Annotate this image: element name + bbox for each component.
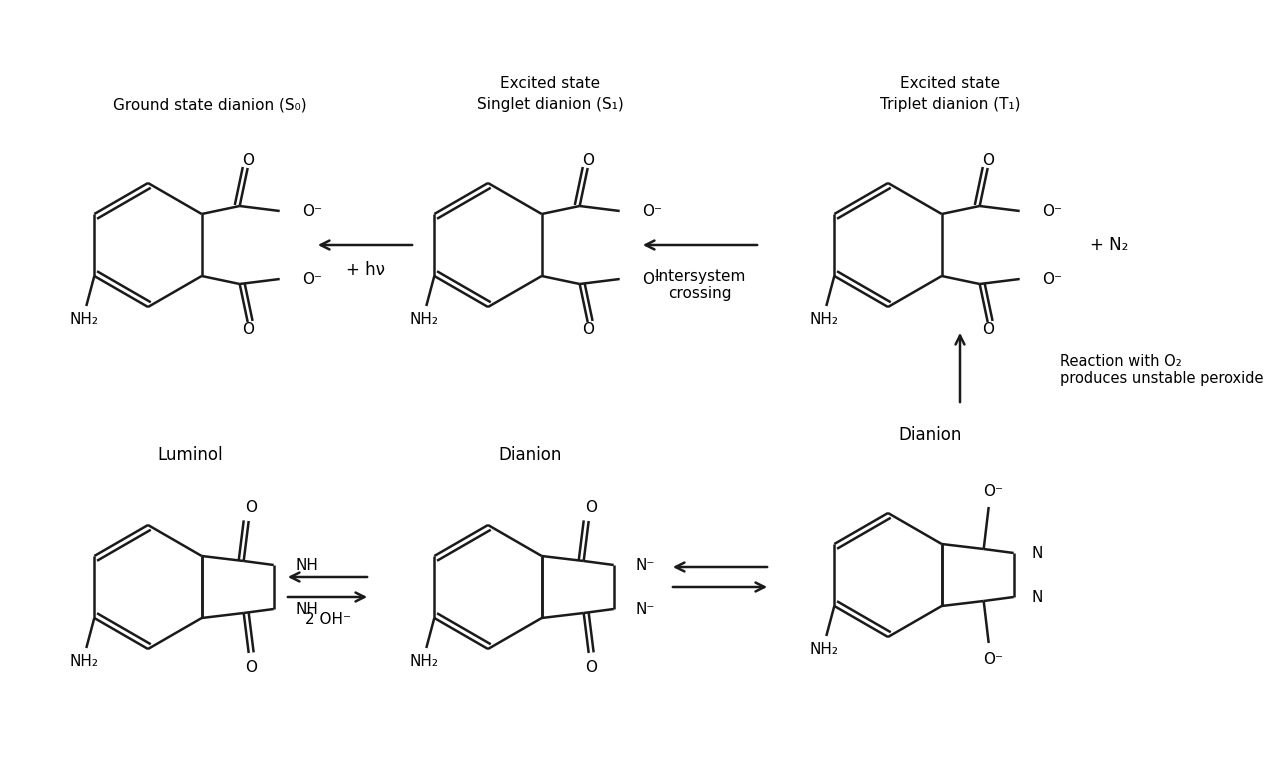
Text: Intersystem
crossing: Intersystem crossing: [654, 269, 746, 301]
Text: O⁻: O⁻: [983, 652, 1002, 666]
Text: NH₂: NH₂: [410, 312, 439, 328]
Text: N⁻: N⁻: [636, 557, 655, 573]
Text: NH: NH: [296, 601, 319, 616]
Text: Singlet dianion (S₁): Singlet dianion (S₁): [476, 98, 623, 112]
Text: + N₂: + N₂: [1091, 236, 1129, 254]
Text: O: O: [585, 660, 596, 674]
Text: O: O: [242, 322, 253, 337]
Text: O: O: [982, 322, 993, 337]
Text: O⁻: O⁻: [1042, 204, 1061, 219]
Text: N: N: [1032, 546, 1043, 560]
Text: NH: NH: [296, 557, 319, 573]
Text: N: N: [1032, 590, 1043, 604]
Text: O⁻: O⁻: [1042, 271, 1061, 287]
Text: O: O: [244, 500, 257, 515]
Text: NH₂: NH₂: [810, 312, 838, 328]
Text: Excited state: Excited state: [900, 75, 1000, 91]
Text: NH₂: NH₂: [70, 655, 99, 670]
Text: O⁻: O⁻: [641, 204, 662, 219]
Text: Dianion: Dianion: [498, 446, 562, 464]
Text: O⁻: O⁻: [302, 271, 321, 287]
Text: NH₂: NH₂: [810, 642, 838, 657]
Text: O: O: [585, 500, 596, 515]
Text: O⁻: O⁻: [983, 484, 1002, 498]
Text: Triplet dianion (T₁): Triplet dianion (T₁): [879, 98, 1020, 112]
Text: N⁻: N⁻: [636, 601, 655, 616]
Text: Excited state: Excited state: [500, 75, 600, 91]
Text: Ground state dianion (S₀): Ground state dianion (S₀): [113, 98, 307, 112]
Text: Reaction with O₂
produces unstable peroxide: Reaction with O₂ produces unstable perox…: [1060, 354, 1263, 386]
Text: O: O: [242, 153, 253, 168]
Text: Luminol: Luminol: [157, 446, 223, 464]
Text: O: O: [581, 322, 594, 337]
Text: O⁻: O⁻: [641, 271, 662, 287]
Text: 2 OH⁻: 2 OH⁻: [305, 612, 351, 628]
Text: O⁻: O⁻: [302, 204, 321, 219]
Text: + hν: + hν: [346, 261, 384, 279]
Text: O: O: [982, 153, 993, 168]
Text: O: O: [581, 153, 594, 168]
Text: NH₂: NH₂: [410, 655, 439, 670]
Text: O: O: [244, 660, 257, 674]
Text: Dianion: Dianion: [899, 426, 961, 444]
Text: NH₂: NH₂: [70, 312, 99, 328]
